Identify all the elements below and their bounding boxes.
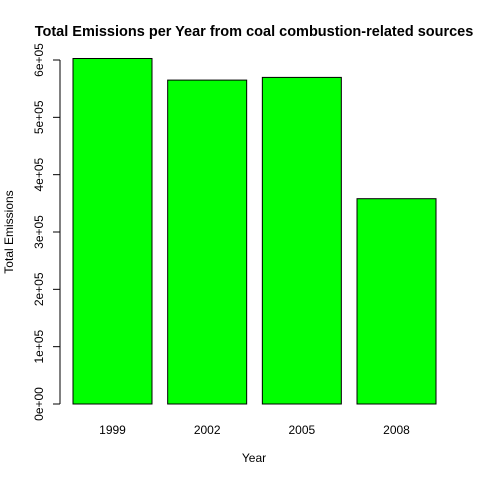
- x-tick-label: 1999: [99, 423, 126, 437]
- y-axis: 0e+00 1e+05 2e+05 3e+05 4e+05 5e+05 6e+05: [32, 43, 61, 421]
- y-tick-label: 4e+05: [32, 157, 46, 191]
- chart-title: Total Emissions per Year from coal combu…: [35, 24, 474, 40]
- bar-2005: [261, 76, 342, 405]
- y-tick-label: 0e+00: [32, 387, 46, 421]
- bars: [72, 57, 437, 405]
- x-axis-label: Year: [242, 451, 266, 465]
- y-tick-label: 6e+05: [32, 43, 46, 77]
- y-tick-label: 3e+05: [32, 215, 46, 249]
- y-axis-label: Total Emissions: [2, 190, 16, 273]
- bar-1999: [72, 57, 153, 405]
- x-tick-label: 2005: [288, 423, 315, 437]
- y-tick-label: 5e+05: [32, 100, 46, 134]
- y-tick-label: 2e+05: [32, 272, 46, 306]
- y-tick-label: 1e+05: [32, 329, 46, 363]
- x-tick-label: 2002: [194, 423, 221, 437]
- bar-2002: [167, 79, 248, 405]
- bar-2008: [356, 198, 437, 405]
- x-tick-label: 2008: [383, 423, 410, 437]
- x-axis-labels: 1999 2002 2005 2008: [99, 423, 410, 437]
